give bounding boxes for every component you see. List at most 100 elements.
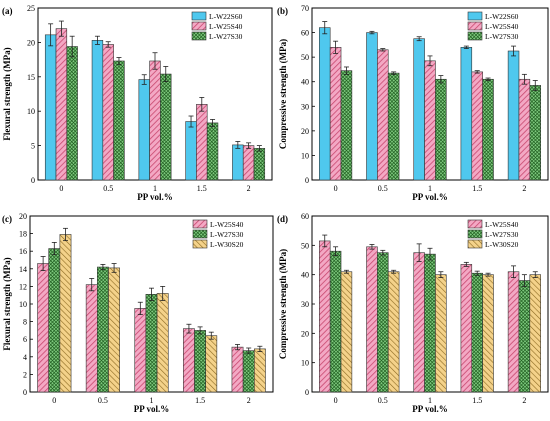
bar-l-w22s60 [91,40,104,181]
legend-label: L-W25S40 [209,22,243,31]
legend-swatch [192,219,208,229]
y-tick-label: 14 [19,265,27,274]
bar-l-w25s40 [102,44,114,181]
bar-l-w27s30 [97,266,109,393]
y-tick-label: 15 [27,73,35,82]
y-tick-label: 2 [23,370,27,379]
bar-l-w30s20 [340,271,353,393]
bar-l-w30s20 [529,274,541,393]
y-tick-label: 5 [31,142,35,151]
y-tick-label: 0 [305,388,309,397]
bar-l-w25s40 [196,104,208,181]
x-axis-label: PP vol.% [137,192,173,202]
y-tick-label: 12 [19,282,27,291]
bar-l-w30s20 [253,348,266,393]
bar-l-w27s30 [329,250,342,393]
bar-l-w25s40 [460,264,473,393]
x-tick-label: 0 [52,396,56,405]
bar-l-w25s40 [471,71,483,181]
y-tick-label: 8 [23,318,27,327]
bar-l-w27s30 [471,272,483,393]
bar-l-w25s40 [134,308,147,393]
legend-label: L-W25S40 [210,220,244,229]
y-tick-label: 60 [301,212,309,221]
y-axis-label: Flexural strength (MPa) [2,47,12,140]
x-tick-label: 2 [247,396,251,405]
y-tick-label: 20 [27,38,35,47]
bar-l-w27s30 [145,294,158,393]
x-tick-label: 0.5 [103,184,113,193]
bar-l-w27s30 [206,122,219,181]
legend-swatch [191,21,207,31]
legend-label: L-W25S40 [485,22,519,31]
y-tick-label: 20 [19,212,27,221]
x-tick-label: 0.5 [378,396,388,405]
bar-l-w22s60 [460,47,473,181]
bar-l-w27s30 [424,253,436,393]
legend-swatch [192,229,208,239]
legend-label: L-W22S60 [209,12,243,21]
legend-swatch [467,229,483,239]
bar-l-w27s30 [435,78,447,181]
legend-swatch [467,11,483,21]
y-tick-label: 10 [19,300,27,309]
legend-swatch [192,239,208,249]
y-tick-label: 10 [301,151,309,160]
x-tick-label: 2 [522,184,526,193]
bar-l-w25s40 [319,240,331,393]
legend-label: L-W27S30 [209,32,243,41]
bar-l-w27s30 [113,60,125,181]
legend-swatch [467,21,483,31]
x-tick-label: 1.5 [195,396,205,405]
x-tick-label: 2 [247,184,251,193]
y-tick-label: 25 [27,4,35,13]
bar-l-w27s30 [242,350,255,393]
legend-swatch [191,11,207,21]
bar-l-w25s40 [377,49,389,181]
y-tick-label: 30 [301,300,309,309]
bar-l-w27s30 [194,330,206,393]
y-tick-label: 50 [301,241,309,250]
bar-l-w25s40 [507,271,520,393]
bar-l-w27s30 [518,280,531,393]
y-tick-label: 10 [301,359,309,368]
bar-l-w25s40 [37,263,50,393]
legend-label: L-W22S60 [485,12,519,21]
x-tick-label: 0.5 [98,396,108,405]
y-tick-label: 40 [301,78,309,87]
y-tick-label: 0 [31,176,35,185]
bar-l-w30s20 [205,335,218,393]
bar-l-w25s40 [85,284,98,393]
bar-l-w27s30 [253,148,266,181]
x-axis-label: PP vol.% [412,192,448,202]
bar-l-w27s30 [529,85,541,181]
x-tick-label: 1.5 [472,184,482,193]
bar-l-w30s20 [59,234,72,393]
bar-l-w27s30 [387,72,400,181]
y-tick-label: 20 [301,329,309,338]
bar-l-w25s40 [55,28,68,181]
y-axis-label: Compressive strength (MPa) [278,249,288,359]
x-axis-label: PP vol.% [412,404,448,414]
legend-swatch [467,31,483,41]
y-tick-label: 0 [23,388,27,397]
bar-l-w27s30 [66,46,78,181]
bar-l-w22s60 [319,27,331,181]
bar-l-w22s60 [138,79,150,181]
bar-l-w30s20 [482,274,494,393]
y-tick-label: 6 [23,335,27,344]
bar-l-w22s60 [232,144,244,181]
x-tick-label: 1 [428,396,432,405]
y-tick-label: 16 [19,247,27,256]
bar-l-w27s30 [160,73,172,181]
bar-l-w27s30 [340,70,353,181]
x-tick-label: 1.5 [197,184,207,193]
bar-l-w25s40 [149,60,161,181]
bar-l-w22s60 [185,121,197,181]
bar-l-w27s30 [377,252,389,393]
bar-l-w25s40 [183,328,195,393]
bar-l-w22s60 [44,34,57,181]
